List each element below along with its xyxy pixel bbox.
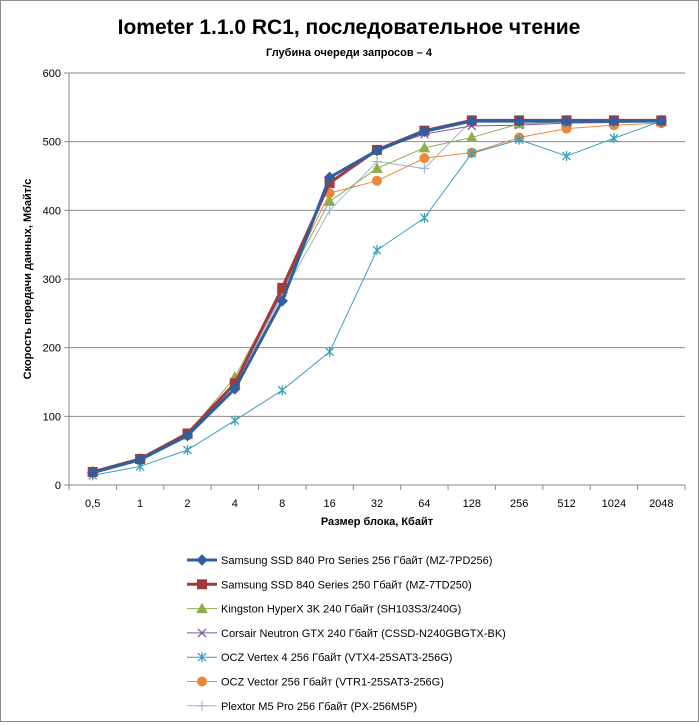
legend-marker: [197, 579, 207, 590]
data-point: [183, 444, 192, 455]
x-tick-label: 2: [184, 498, 190, 510]
y-tick-label: 300: [43, 274, 61, 286]
y-tick-label: 500: [43, 137, 61, 149]
y-tick-label: 100: [43, 411, 61, 423]
legend: Samsung SSD 840 Pro Series 256 Гбайт (MZ…: [187, 554, 506, 713]
x-axis-label: Размер блока, Кбайт: [321, 516, 434, 528]
x-tick-label: 8: [279, 498, 285, 510]
data-point: [419, 212, 429, 223]
y-tick-label: 200: [43, 343, 61, 355]
x-tick-label: 512: [557, 498, 575, 510]
axes: [64, 72, 686, 490]
legend-marker: [197, 628, 207, 638]
x-tick-label: 0,5: [85, 498, 100, 510]
legend-label: OCZ Vector 256 Гбайт (VTR1-25SAT3-256G): [221, 677, 444, 689]
data-point: [230, 415, 240, 426]
data-point: [134, 453, 146, 466]
data-point: [371, 144, 383, 157]
x-tick-label: 128: [463, 498, 481, 510]
data-point: [467, 148, 477, 159]
legend-item: Plextor M5 Pro 256 Гбайт (PX-256M5P): [187, 701, 417, 713]
legend-item: Kingston HyperX 3K 240 Гбайт (SH103S3/24…: [187, 602, 461, 616]
data-point: [325, 346, 335, 357]
y-tick-labels: 0 100 200 300 400 500 600: [43, 68, 61, 492]
legend-item: Samsung SSD 840 Pro Series 256 Гбайт (MZ…: [187, 554, 492, 567]
x-tick-label: 256: [510, 498, 528, 510]
data-point: [419, 163, 430, 174]
data-point: [562, 151, 571, 162]
legend-label: Samsung SSD 840 Series 250 Гбайт (MZ-7TD…: [221, 579, 472, 591]
data-point: [513, 115, 525, 127]
data-point: [465, 131, 478, 143]
series-layer: [86, 114, 668, 481]
legend-label: Samsung SSD 840 Pro Series 256 Гбайт (MZ…: [221, 555, 492, 567]
data-point: [371, 162, 383, 173]
data-point: [655, 115, 668, 127]
y-tick-label: 0: [55, 480, 61, 492]
x-tick-label: 2048: [649, 498, 673, 510]
legend-marker: [197, 700, 207, 711]
data-point: [418, 141, 431, 153]
legend-label: Plextor M5 Pro 256 Гбайт (PX-256M5P): [221, 701, 417, 713]
y-tick-label: 600: [43, 68, 61, 80]
data-point: [514, 134, 524, 145]
legend-item: OCZ Vertex 4 256 Гбайт (VTX4-25SAT3-256G…: [187, 652, 452, 664]
data-point: [609, 133, 619, 144]
x-tick-label: 4: [232, 498, 238, 510]
legend-label: OCZ Vertex 4 256 Гбайт (VTX4-25SAT3-256G…: [221, 652, 452, 664]
gridlines: [69, 72, 685, 417]
legend-item: OCZ Vector 256 Гбайт (VTR1-25SAT3-256G): [187, 676, 444, 689]
data-point: [560, 115, 573, 127]
x-tick-label: 1: [137, 498, 143, 510]
data-point: [608, 115, 620, 127]
data-point: [276, 295, 288, 307]
legend-item: Corsair Neutron GTX 240 Гбайт (CSSD-N240…: [187, 628, 506, 640]
chart-title: Iometer 1.1.0 RC1, последовательное чтен…: [118, 16, 581, 39]
legend-marker: [196, 602, 208, 614]
legend-item: Samsung SSD 840 Series 250 Гбайт (MZ-7TD…: [187, 579, 472, 591]
legend-marker: [197, 652, 207, 663]
legend-label: Corsair Neutron GTX 240 Гбайт (CSSD-N240…: [221, 628, 506, 640]
data-point: [324, 205, 335, 216]
data-point: [323, 195, 336, 206]
data-point: [229, 383, 241, 395]
data-point: [372, 175, 382, 186]
data-point: [418, 125, 431, 138]
data-point: [277, 385, 287, 396]
data-point: [323, 171, 336, 184]
data-point: [181, 429, 194, 442]
data-point: [86, 466, 99, 479]
series-0: [86, 115, 668, 479]
y-axis-label: Скорость передачи данных, Мбайт/с: [22, 179, 34, 380]
data-point: [466, 115, 478, 127]
x-tick-labels: 0,5 1 2 4 8 16 32 64 128 256 512 1024 2048: [85, 498, 674, 510]
legend-marker: [196, 554, 208, 566]
data-point: [419, 153, 430, 164]
data-point: [372, 245, 382, 256]
legend-marker: [197, 676, 207, 687]
x-tick-label: 32: [371, 498, 383, 510]
chart-subtitle: Глубина очереди запросов – 4: [266, 47, 433, 59]
y-tick-label: 400: [43, 205, 61, 217]
legend-label: Kingston HyperX 3K 240 Гбайт (SH103S3/24…: [221, 604, 461, 616]
x-tick-label: 64: [418, 498, 430, 510]
x-tick-label: 16: [323, 498, 335, 510]
x-tick-label: 1024: [602, 498, 626, 510]
